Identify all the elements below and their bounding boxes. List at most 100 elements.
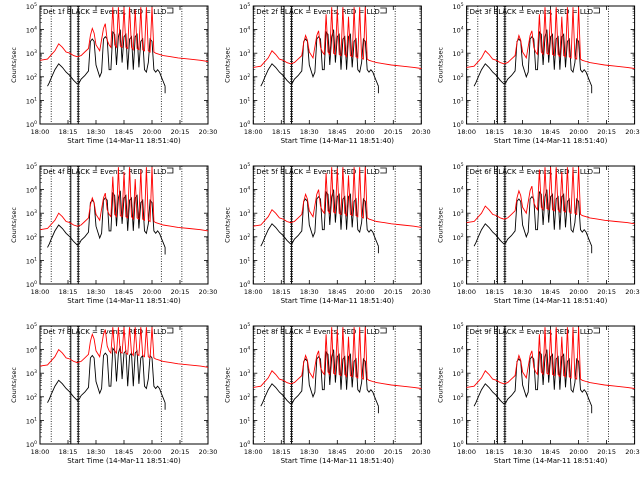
- y-tick-label: 103: [452, 369, 463, 378]
- y-tick-label: 105: [26, 2, 37, 11]
- x-axis-label: Start Time (14-Mar-11 18:51:40): [281, 457, 395, 465]
- x-axis-label: Start Time (14-Mar-11 18:51:40): [67, 457, 181, 465]
- x-tick-label: 20:15: [597, 288, 616, 296]
- y-tick-label: 102: [26, 73, 37, 82]
- y-tick-label: 102: [239, 393, 250, 402]
- x-tick-label: 20:15: [171, 128, 190, 136]
- x-tick-label: 18:30: [300, 288, 319, 296]
- y-tick-label: 105: [239, 162, 250, 171]
- panel-title: Det 3f BLACK = Events, RED = LLD: [470, 8, 593, 16]
- y-axis-label: Counts/sec: [223, 367, 231, 403]
- x-tick-label: 18:15: [272, 288, 291, 296]
- x-tick-label: 20:15: [384, 128, 403, 136]
- y-tick-label: 105: [452, 162, 463, 171]
- series-lld-line: [253, 167, 422, 228]
- plot-frame: [466, 165, 636, 285]
- x-tick-label: 18:45: [328, 128, 347, 136]
- x-tick-label: 20:15: [597, 448, 616, 456]
- y-tick-label: 101: [26, 416, 37, 425]
- y-axis-label: Counts/sec: [437, 207, 445, 243]
- x-tick-label: 20:15: [597, 128, 616, 136]
- y-tick-label: 101: [239, 256, 250, 265]
- x-tick-label: 18:30: [513, 288, 532, 296]
- y-tick-label: 100: [239, 120, 250, 129]
- x-tick-label: 18:15: [485, 288, 504, 296]
- plot-frame: [252, 5, 422, 125]
- x-tick-label: 18:45: [328, 288, 347, 296]
- y-tick-label: 104: [239, 346, 250, 355]
- y-axis-label: Counts/sec: [10, 47, 18, 83]
- y-tick-label: 105: [26, 162, 37, 171]
- x-tick-label: 18:30: [513, 448, 532, 456]
- x-axis-label: Start Time (14-Mar-11 18:51:40): [281, 137, 395, 145]
- attenuator-marker: [380, 7, 387, 14]
- series-events-line: [47, 29, 166, 94]
- attenuator-marker: [593, 327, 600, 334]
- x-tick-label: 18:00: [244, 288, 263, 296]
- x-tick-label: 20:30: [199, 288, 218, 296]
- x-tick-label: 20:30: [625, 128, 640, 136]
- y-axis-label: Counts/sec: [437, 367, 445, 403]
- x-tick-label: 18:00: [457, 288, 476, 296]
- y-tick-label: 100: [26, 440, 37, 449]
- x-tick-label: 18:45: [328, 448, 347, 456]
- y-tick-label: 102: [452, 73, 463, 82]
- y-tick-label: 100: [452, 440, 463, 449]
- y-tick-label: 102: [452, 393, 463, 402]
- x-tick-label: 18:15: [485, 128, 504, 136]
- chart-panel-6: 100 101 102 103 104 105 18:00 18:15 18:30 18:45 20…: [437, 162, 640, 305]
- y-tick-label: 100: [239, 440, 250, 449]
- y-tick-label: 101: [26, 96, 37, 105]
- series-events-line: [473, 29, 593, 94]
- x-tick-label: 18:45: [541, 288, 560, 296]
- y-tick-label: 104: [26, 186, 37, 195]
- y-tick-label: 101: [239, 416, 250, 425]
- y-tick-label: 100: [26, 280, 37, 289]
- y-tick-label: 105: [239, 322, 250, 331]
- x-tick-label: 18:00: [31, 288, 50, 296]
- x-tick-label: 18:15: [59, 448, 78, 456]
- series-events-line: [473, 349, 593, 414]
- x-tick-label: 18:45: [115, 128, 134, 136]
- y-tick-label: 101: [452, 96, 463, 105]
- x-tick-label: 20:30: [412, 128, 431, 136]
- y-tick-label: 103: [452, 49, 463, 58]
- x-tick-label: 18:15: [59, 288, 78, 296]
- y-tick-label: 104: [239, 26, 250, 35]
- series-lld-line: [253, 7, 422, 69]
- x-tick-label: 20:00: [356, 128, 375, 136]
- attenuator-marker: [166, 7, 174, 14]
- y-tick-label: 103: [26, 369, 37, 378]
- attenuator-marker: [593, 167, 600, 174]
- panel-title: Det 1f BLACK = Events, RED = LLD: [43, 8, 166, 16]
- chart-panel-8: 100 101 102 103 104 105 18:00 18:15 18:30 18:45 20…: [223, 322, 430, 465]
- x-tick-label: 20:30: [625, 288, 640, 296]
- x-axis-label: Start Time (14-Mar-11 18:51:40): [67, 297, 181, 305]
- y-tick-label: 102: [452, 233, 463, 242]
- chart-panel-9: 100 101 102 103 104 105 18:00 18:15 18:30 18:45 20…: [437, 322, 640, 465]
- x-tick-label: 18:00: [244, 128, 263, 136]
- plot-frame: [39, 325, 209, 445]
- x-tick-label: 20:15: [384, 448, 403, 456]
- x-tick-label: 20:00: [569, 288, 588, 296]
- y-tick-label: 101: [452, 256, 463, 265]
- y-axis-label: Counts/sec: [10, 207, 18, 243]
- x-axis-label: Start Time (14-Mar-11 18:51:40): [281, 297, 395, 305]
- x-tick-label: 20:15: [171, 288, 190, 296]
- y-tick-label: 104: [26, 26, 37, 35]
- x-tick-label: 20:30: [625, 448, 640, 456]
- chart-panel-5: 100 101 102 103 104 105 18:00 18:15 18:30 18:45 20…: [223, 162, 430, 305]
- plot-frame: [466, 325, 636, 445]
- x-axis-label: Start Time (14-Mar-11 18:51:40): [494, 457, 608, 465]
- series-events-line: [260, 29, 379, 94]
- y-axis-label: Counts/sec: [223, 47, 231, 83]
- chart-panel-3: 100 101 102 103 104 105 18:00 18:15 18:30 18:45 20…: [437, 2, 640, 145]
- y-tick-label: 100: [452, 120, 463, 129]
- x-tick-label: 20:00: [569, 448, 588, 456]
- y-tick-label: 102: [26, 393, 37, 402]
- y-tick-label: 105: [452, 2, 463, 11]
- chart-panel-2: 100 101 102 103 104 105 18:00 18:15 18:30 18:45 20…: [223, 2, 430, 145]
- series-events-line: [47, 190, 166, 255]
- x-tick-label: 20:00: [356, 288, 375, 296]
- x-tick-label: 18:00: [457, 128, 476, 136]
